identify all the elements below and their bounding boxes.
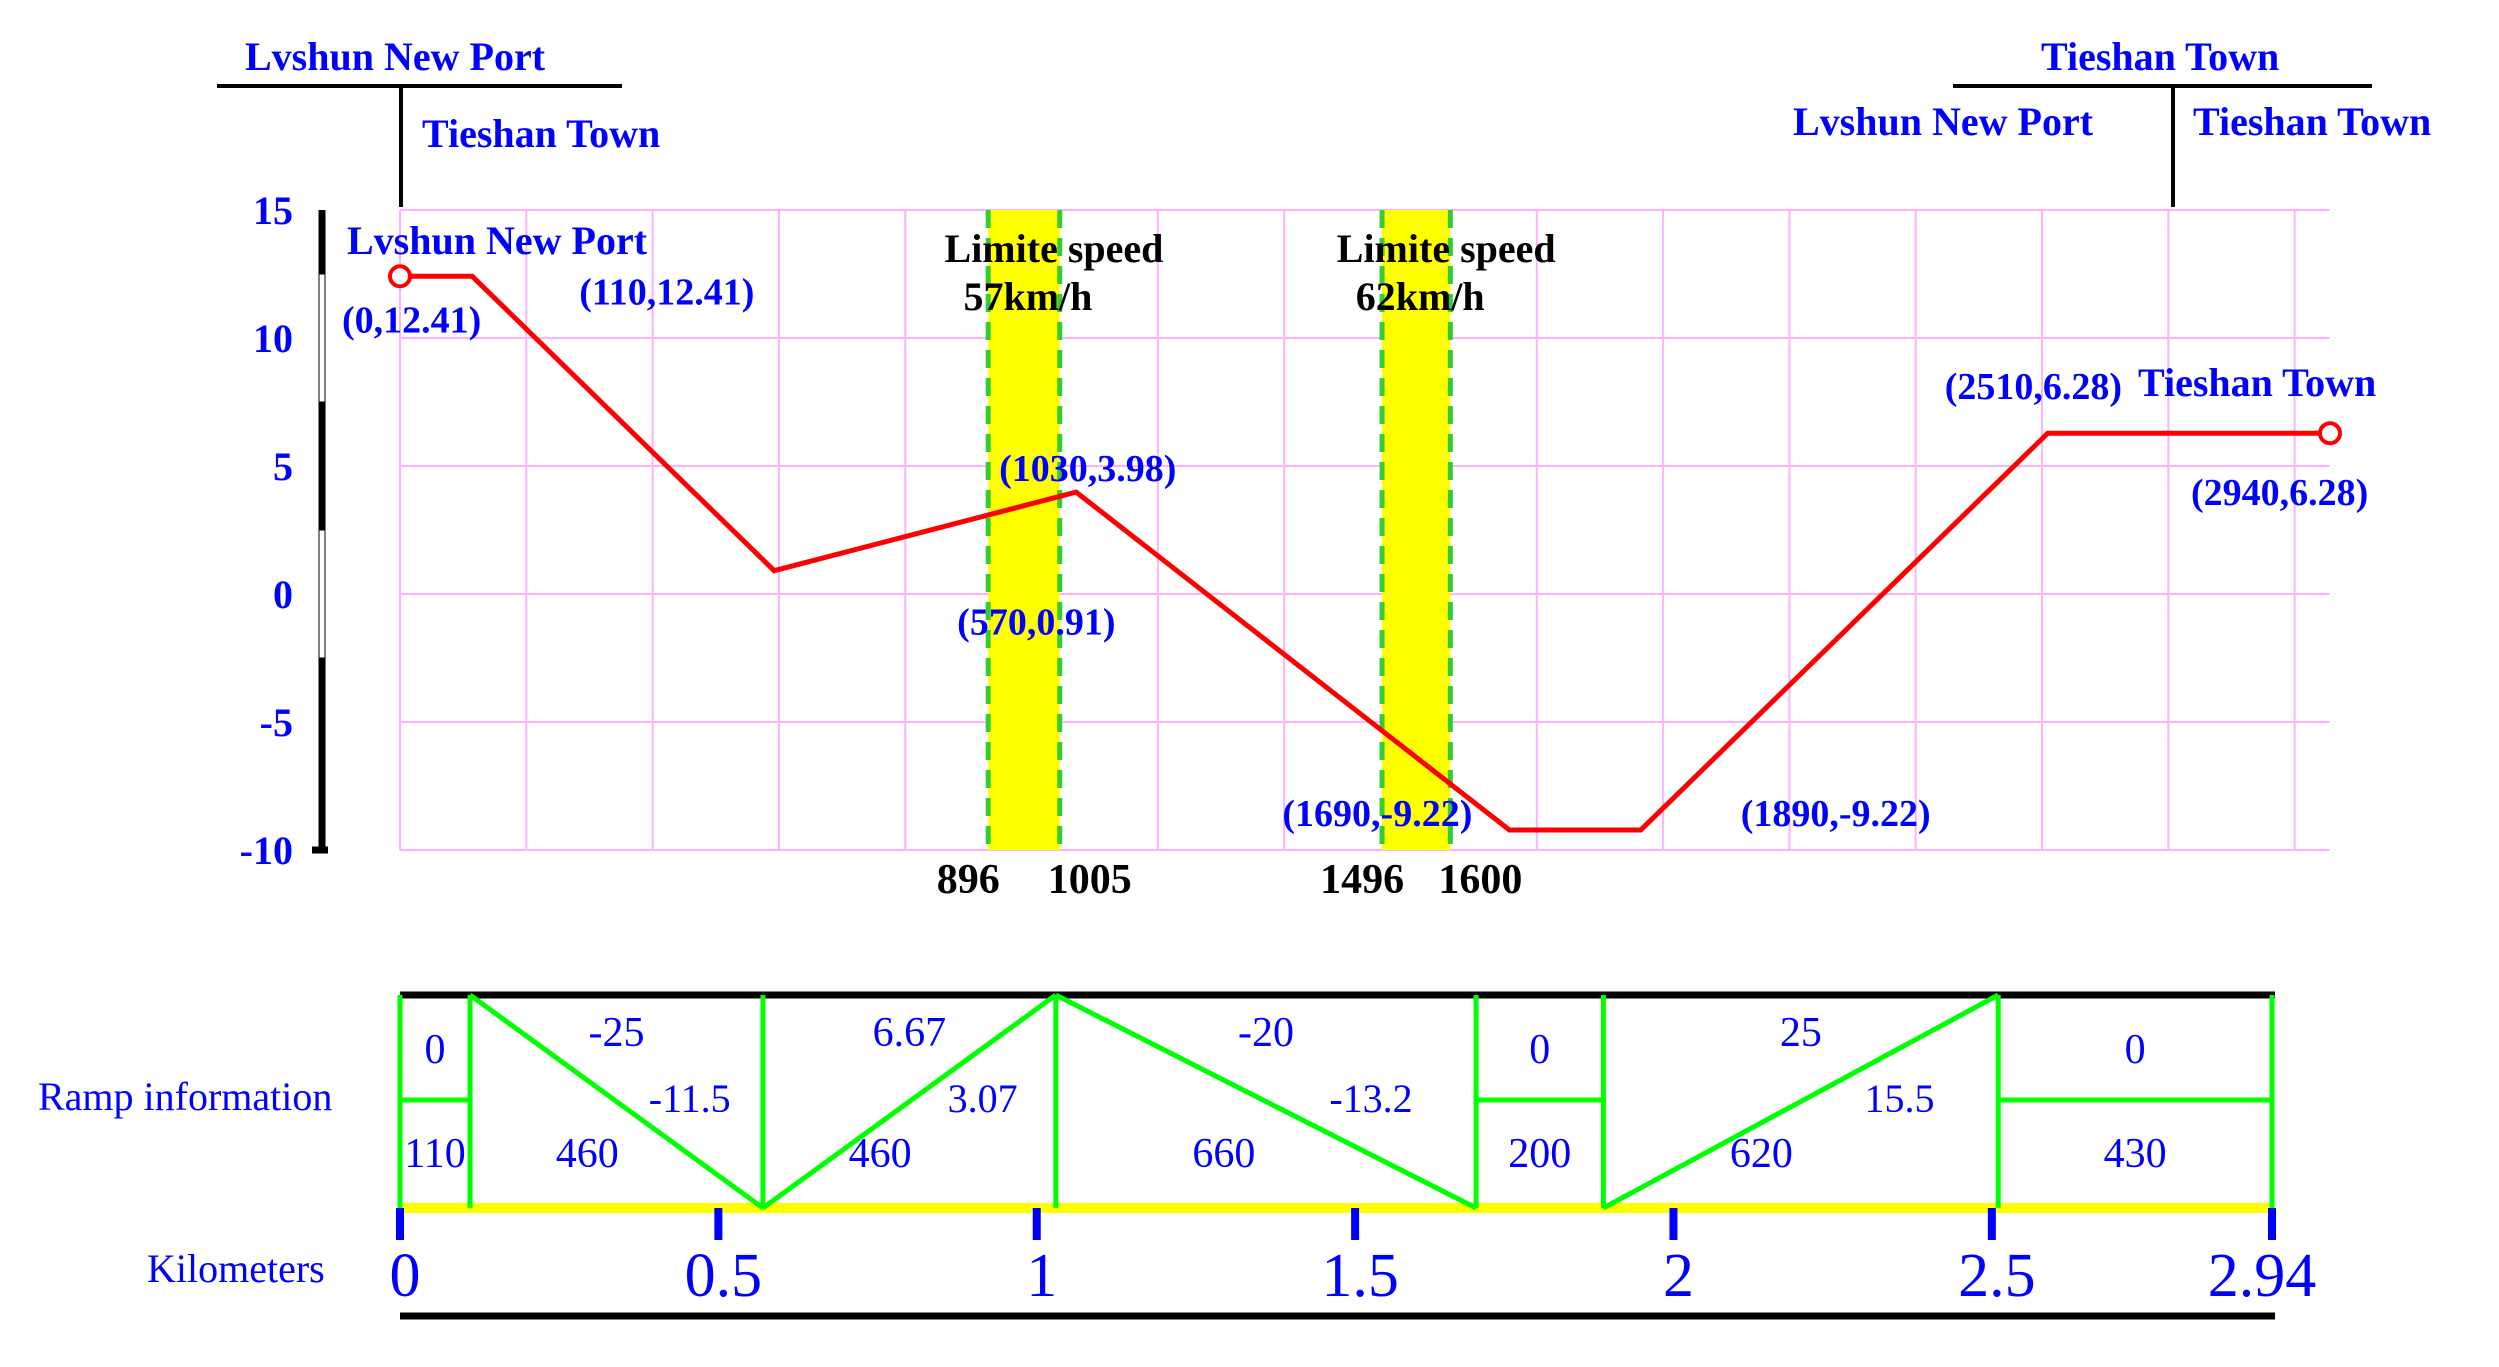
- header-origin-label: Lvshun New Port: [245, 34, 546, 79]
- ramp-grade: 0: [2125, 1027, 2146, 1073]
- profile-endpoint-marker: [2318, 421, 2342, 446]
- speed-zone-end-label: 1600: [1438, 857, 1522, 903]
- point-label: (1030,3.98): [999, 448, 1176, 490]
- profile-series: [388, 264, 2342, 833]
- ramp-length: 200: [1508, 1131, 1571, 1177]
- km-tick-label: 2: [1663, 1242, 1694, 1310]
- y-tick-label: -10: [240, 828, 293, 873]
- route-header-left: Lvshun New Port Tieshan Town: [217, 34, 660, 207]
- header-right-label: Tieshan Town: [2193, 99, 2431, 144]
- kilometers-label: Kilometers: [147, 1246, 325, 1291]
- point-label: (570,0.91): [957, 602, 1115, 644]
- point-label: (2510,6.28): [1945, 366, 2122, 408]
- ramp-value: 15.5: [1865, 1076, 1935, 1121]
- ramp-grade: -20: [1238, 1010, 1294, 1056]
- km-tick-label: 0: [390, 1242, 421, 1310]
- y-axis-hollow-segment: [318, 273, 326, 403]
- point-label: (0,12.41): [342, 299, 481, 341]
- ramp-grade: -25: [588, 1010, 644, 1056]
- ramp-information-label: Ramp information: [38, 1074, 332, 1119]
- header-destination-label: Tieshan Town: [422, 111, 660, 156]
- ramp-value: -11.5: [649, 1076, 731, 1121]
- profile-point-labels: (0,12.41) (110,12.41) (570,0.91) (1030,3.98…: [342, 218, 2376, 835]
- y-tick-label: 5: [273, 444, 293, 489]
- ramp-slope-line: [761, 992, 1058, 1211]
- speed-zone-start-label: 896: [937, 857, 1000, 903]
- km-tick-label: 2.5: [1958, 1242, 2036, 1310]
- speed-zone-limit: 62km/h: [1356, 274, 1485, 319]
- ramp-length: 110: [404, 1131, 465, 1177]
- y-tick-label: 15: [253, 188, 293, 233]
- route-header-right: Tieshan Town Lvshun New Port Tieshan Tow…: [1793, 34, 2431, 207]
- speed-zone-band: [988, 210, 1060, 850]
- speed-zone-title: Limite speed: [945, 226, 1164, 271]
- km-tick-label: 2.94: [2208, 1242, 2317, 1310]
- kilometer-scale: 0 0.5 1 1.5 2 2.5 2.94: [390, 1208, 2317, 1320]
- point-label: (1890,-9.22): [1741, 793, 1931, 835]
- ramp-length: 430: [2104, 1131, 2167, 1177]
- ramp-grade: 6.67: [873, 1010, 947, 1056]
- y-tick-label: -5: [260, 700, 293, 745]
- start-station-label: Lvshun New Port: [347, 218, 648, 263]
- ramp-length: 620: [1730, 1131, 1793, 1177]
- y-axis: 15 10 5 0 -5 -10: [240, 188, 328, 873]
- point-label: (110,12.41): [579, 271, 754, 313]
- header-top-label: Tieshan Town: [2041, 34, 2279, 79]
- ramp-slope-line: [1602, 992, 2000, 1211]
- speed-zone-band: [1382, 210, 1451, 850]
- ramp-value: 3.07: [948, 1076, 1018, 1121]
- point-label: (1690,-9.22): [1282, 793, 1472, 835]
- profile-line: [400, 273, 2330, 833]
- y-axis-hollow-segment: [318, 529, 326, 659]
- ramp-length: 460: [556, 1131, 619, 1177]
- ramp-value: -13.2: [1329, 1076, 1412, 1121]
- profile-endpoint-marker: [388, 264, 412, 289]
- point-label: (2940,6.28): [2191, 472, 2368, 514]
- end-station-label: Tieshan Town: [2138, 360, 2376, 405]
- ramp-table: 0 110 -25-11.5 460 6.673.07 460 -20 -13.2 660 0 20…: [397, 991, 2275, 1213]
- ramp-length: 460: [849, 1131, 912, 1177]
- km-tick-label: 1: [1026, 1242, 1057, 1310]
- ramp-slope-line: [1054, 992, 1478, 1211]
- km-tick-label: 1.5: [1321, 1242, 1399, 1310]
- ramp-grade: 25: [1780, 1010, 1822, 1056]
- header-left-label: Lvshun New Port: [1793, 99, 2094, 144]
- speed-zone-limit: 57km/h: [963, 274, 1092, 319]
- y-tick-label: 10: [253, 316, 293, 361]
- ramp-length: 660: [1192, 1131, 1255, 1177]
- ramp-slope-line: [468, 992, 765, 1211]
- speed-zone-start-label: 1496: [1320, 857, 1404, 903]
- speed-zone-end-label: 1005: [1048, 857, 1132, 903]
- km-tick-label: 0.5: [685, 1242, 763, 1310]
- y-tick-label: 0: [273, 572, 293, 617]
- ramp-grade: 0: [425, 1027, 446, 1073]
- speed-zone-title: Limite speed: [1337, 226, 1556, 271]
- ramp-grade: 0: [1529, 1027, 1550, 1073]
